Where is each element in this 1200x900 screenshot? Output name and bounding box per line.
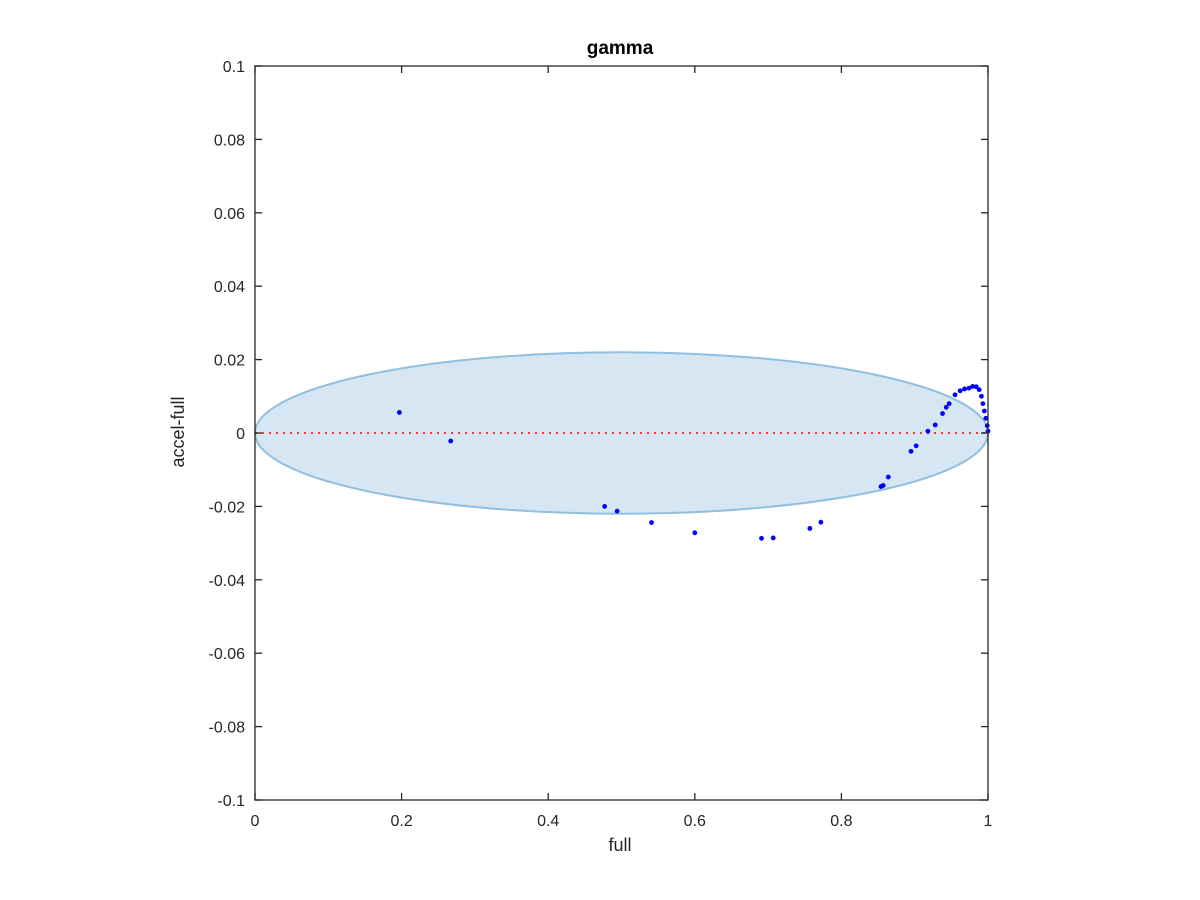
data-point (946, 401, 952, 407)
y-tick-label: -0.04 (209, 573, 246, 590)
data-point (940, 411, 945, 416)
data-point (981, 408, 987, 414)
data-point (962, 386, 967, 392)
data-point (925, 428, 931, 434)
x-tick-label: 0 (251, 813, 260, 830)
data-point (913, 443, 919, 449)
data-point (980, 401, 986, 407)
data-point (952, 392, 958, 398)
data-point (970, 383, 976, 389)
y-tick-label: 0.1 (223, 59, 245, 76)
data-point (979, 393, 984, 399)
x-tick-label: 0.2 (390, 813, 412, 830)
y-tick-label: 0 (236, 426, 245, 443)
x-tick-label: 0.6 (684, 813, 706, 830)
y-tick-label: 0.02 (214, 353, 245, 370)
data-point (976, 387, 982, 393)
data-point (649, 520, 654, 525)
data-point (770, 535, 776, 541)
data-point (880, 483, 886, 488)
data-point (966, 385, 972, 391)
data-point (983, 415, 989, 421)
data-point (759, 535, 764, 541)
data-point (885, 474, 891, 480)
data-point (448, 438, 454, 444)
data-point (943, 404, 949, 410)
y-tick-label: -0.08 (209, 720, 246, 737)
chart-title: gamma (587, 38, 654, 59)
y-tick-label: -0.06 (209, 646, 246, 663)
data-point (807, 526, 813, 531)
x-tick-label: 0.4 (537, 813, 559, 830)
data-point (818, 519, 824, 525)
data-point (614, 508, 620, 514)
y-tick-label: 0.06 (214, 206, 245, 223)
data-point (984, 423, 990, 429)
data-point (932, 422, 938, 428)
data-point (973, 384, 979, 390)
y-tick-label: -0.02 (209, 499, 246, 516)
x-tick-label: 1 (984, 813, 993, 830)
y-axis-label: accel-full (168, 396, 188, 467)
plot-area: 0 0.2 0.4 0.6 0.8 1 -0.1 -0.08 -0.06 -0.04 -0.02 0 0… (209, 59, 993, 830)
x-axis-label: full (608, 835, 631, 855)
data-point (602, 504, 608, 509)
data-point (908, 448, 914, 454)
x-tick-label: 0.8 (830, 813, 852, 830)
data-point (692, 530, 698, 536)
y-tick-label: 0.08 (214, 132, 245, 149)
y-tick-label: -0.1 (217, 793, 245, 810)
data-point (957, 388, 963, 394)
data-point (397, 410, 402, 415)
y-tick-label: 0.04 (214, 279, 245, 296)
